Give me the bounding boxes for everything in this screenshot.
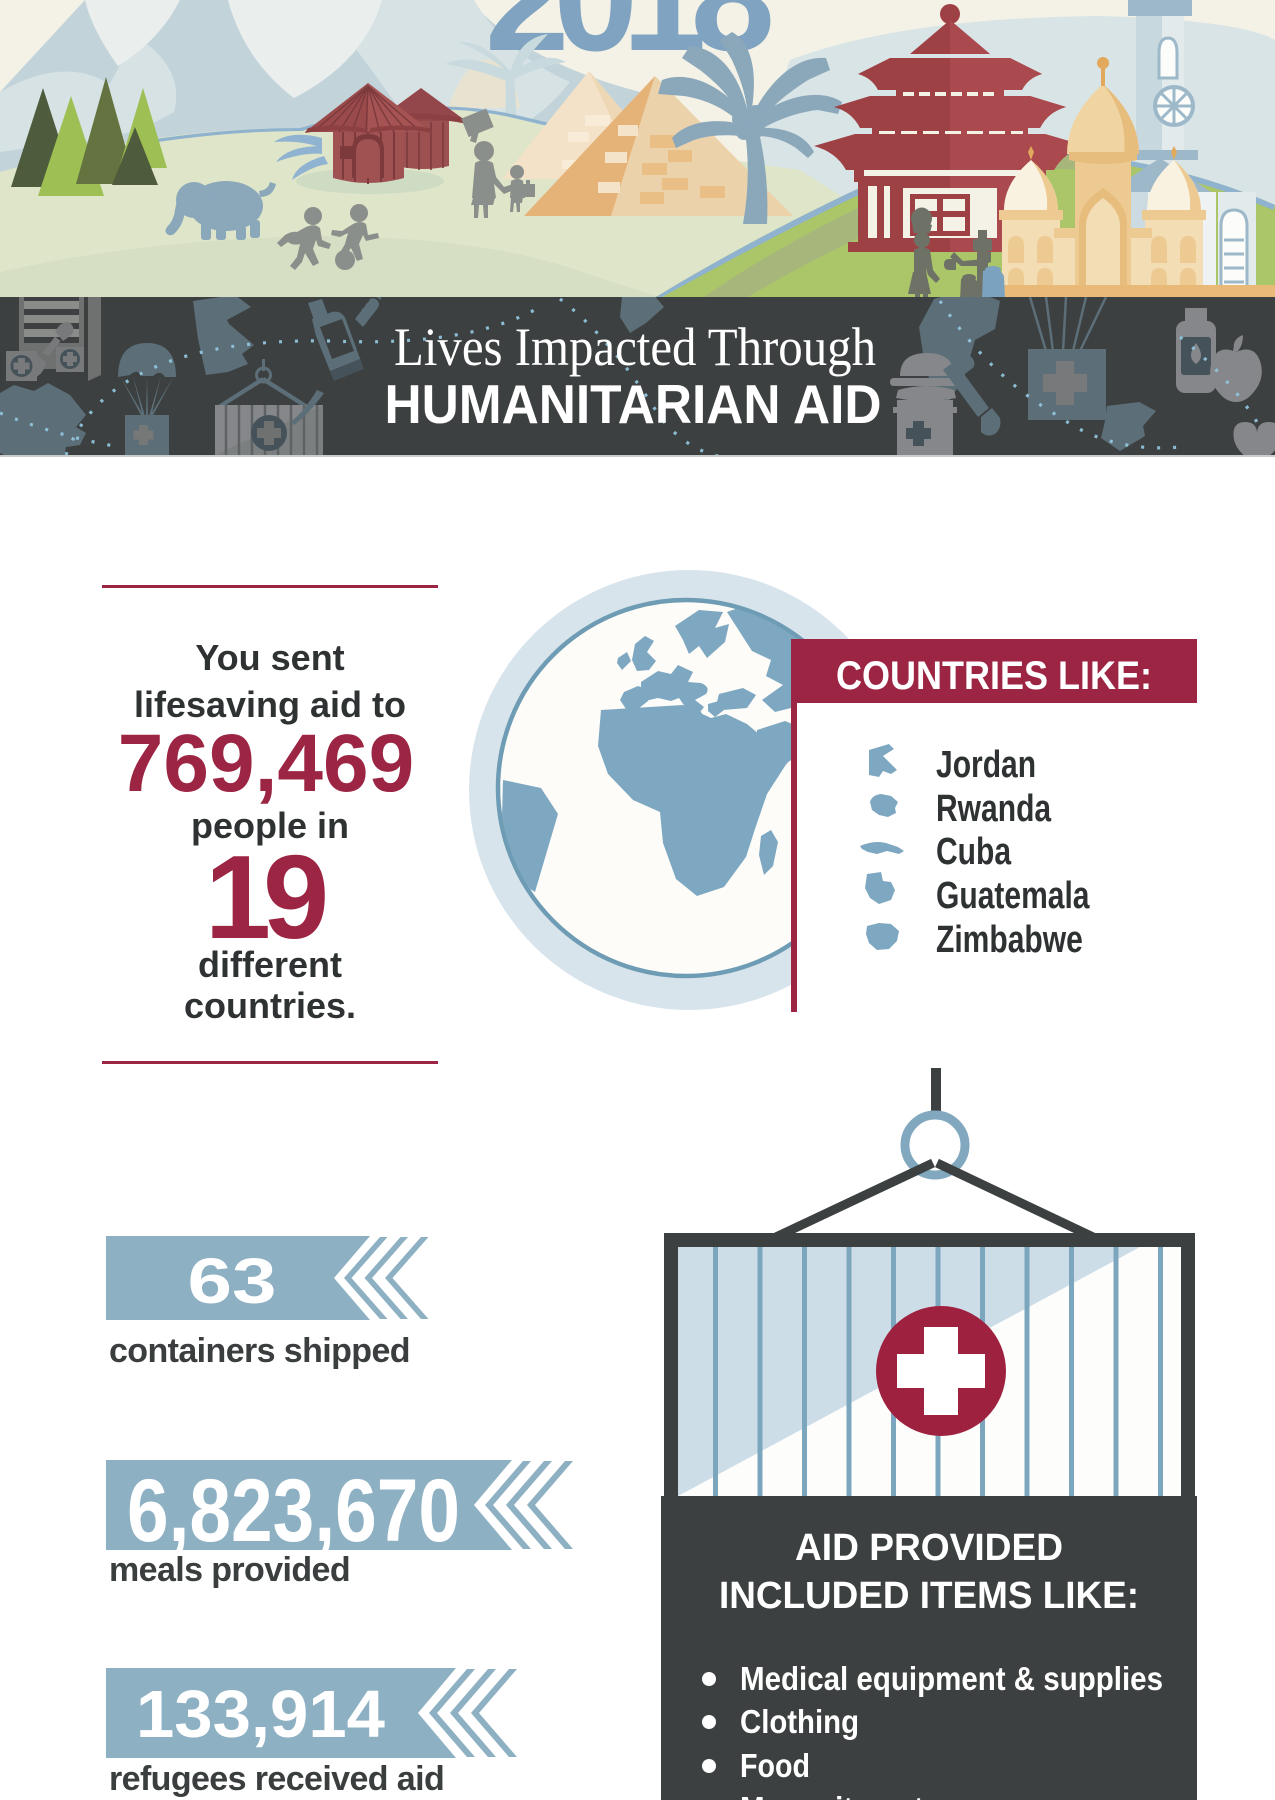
svg-text:AID PROVIDED: AID PROVIDED xyxy=(795,1527,1063,1569)
svg-text:COUNTRIES LIKE:: COUNTRIES LIKE: xyxy=(836,654,1152,698)
svg-text:6,823,670: 6,823,670 xyxy=(127,1460,460,1552)
svg-text:Medical equipment & supplies: Medical equipment & supplies xyxy=(740,1660,1163,1697)
svg-text:Clothing: Clothing xyxy=(740,1703,859,1740)
svg-text:Mosquito nets: Mosquito nets xyxy=(740,1790,940,1800)
svg-text:Lives Impacted Through: Lives Impacted Through xyxy=(394,317,876,377)
svg-text:Food: Food xyxy=(740,1747,810,1784)
svg-text:HUMANITARIAN AID: HUMANITARIAN AID xyxy=(385,373,882,435)
svg-text:63: 63 xyxy=(188,1245,277,1317)
svg-text:133,914: 133,914 xyxy=(136,1677,385,1752)
svg-text:INCLUDED ITEMS LIKE:: INCLUDED ITEMS LIKE: xyxy=(719,1575,1139,1617)
